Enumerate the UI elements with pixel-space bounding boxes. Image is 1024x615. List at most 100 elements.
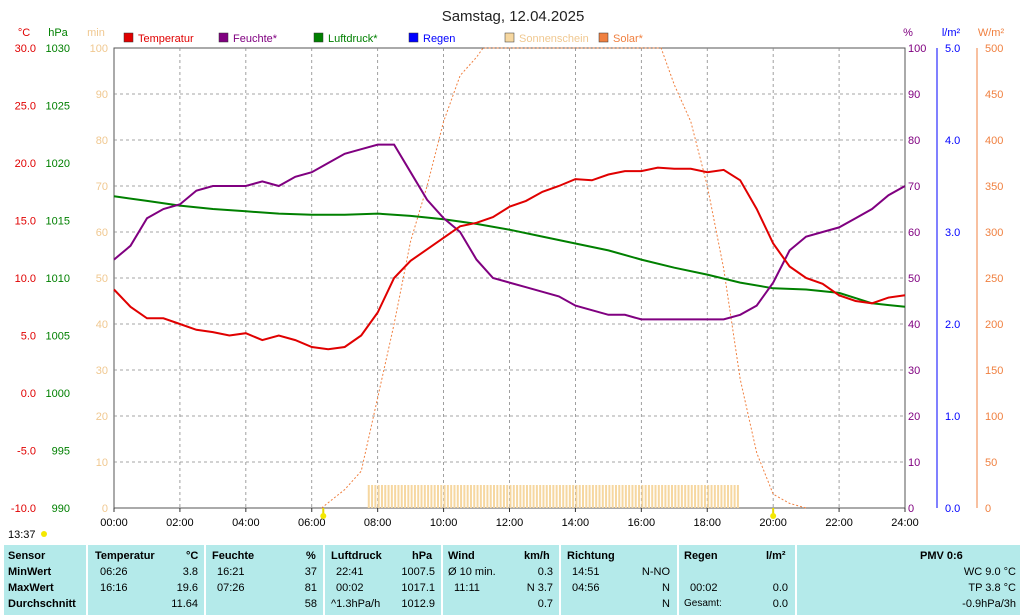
sunshine-bar bbox=[674, 485, 677, 508]
sunshine-bar bbox=[591, 485, 594, 508]
tick-humidity-8: 20 bbox=[908, 411, 920, 423]
sunshine-bar bbox=[400, 485, 403, 508]
press-trend: ^1.3hPa/h bbox=[331, 598, 381, 610]
sunshine-bar bbox=[549, 485, 552, 508]
axis-unit-humidity: % bbox=[903, 27, 913, 39]
tick-temp-2: 20.0 bbox=[15, 158, 36, 170]
sunshine-bar bbox=[440, 485, 443, 508]
max-hum: 81 bbox=[304, 582, 317, 594]
sunshine-bar bbox=[539, 485, 542, 508]
min-dir-time: 14:51 bbox=[572, 566, 600, 578]
sunshine-bar bbox=[496, 485, 499, 508]
tick-solar-2: 400 bbox=[985, 135, 1003, 147]
tick-rain-2: 3.0 bbox=[945, 227, 960, 239]
sunshine-bar bbox=[601, 485, 604, 508]
current-time: 13:37 bbox=[8, 529, 36, 541]
sunshine-bar bbox=[585, 485, 588, 508]
legend-label-1: Feuchte* bbox=[233, 33, 278, 45]
tick-minutes-8: 20 bbox=[96, 411, 108, 423]
sunshine-bar bbox=[555, 485, 558, 508]
sunshine-bar bbox=[664, 485, 667, 508]
sunshine-bar bbox=[736, 485, 739, 508]
min-label: MinWert bbox=[8, 566, 52, 578]
hdr-rain: Regen bbox=[684, 550, 718, 562]
tick-temp-5: 5.0 bbox=[21, 331, 36, 343]
sunshine-bar bbox=[489, 485, 492, 508]
max-hum-time: 07:26 bbox=[217, 582, 245, 594]
tick-solar-7: 150 bbox=[985, 365, 1003, 377]
sunshine-bar bbox=[558, 485, 561, 508]
tick-solar-6: 200 bbox=[985, 319, 1003, 331]
x-tick-11: 22:00 bbox=[825, 517, 853, 529]
min-press-time: 22:41 bbox=[336, 566, 364, 578]
max-dir-time: 04:56 bbox=[572, 582, 600, 594]
tick-minutes-0: 100 bbox=[90, 43, 108, 55]
sunshine-bar bbox=[552, 485, 555, 508]
x-tick-4: 08:00 bbox=[364, 517, 392, 529]
weather-chart: Samstag, 12.04.2025 Temperatur Feuchte* Lu… bbox=[11, 8, 1005, 529]
sunshine-bar bbox=[651, 485, 654, 508]
col-direction bbox=[561, 545, 677, 615]
sunshine-bar bbox=[371, 485, 374, 508]
tick-humidity-4: 60 bbox=[908, 227, 920, 239]
sunshine-bar bbox=[502, 485, 505, 508]
legend-swatch-0 bbox=[123, 32, 134, 43]
sunshine-bar bbox=[473, 485, 476, 508]
hdr-hum-unit: % bbox=[306, 550, 316, 562]
rain-total-label: Gesamt: bbox=[684, 598, 722, 609]
legend-swatch-3 bbox=[408, 32, 419, 43]
tick-humidity-10: 0 bbox=[908, 503, 914, 515]
sunshine-bar bbox=[588, 485, 591, 508]
hdr-wind-unit: km/h bbox=[524, 550, 550, 562]
x-tick-8: 16:00 bbox=[628, 517, 656, 529]
axis-unit-pressure: hPa bbox=[48, 27, 68, 39]
sunshine-bar bbox=[703, 485, 706, 508]
col-pmv bbox=[797, 545, 1020, 615]
axis-unit-rain: l/m² bbox=[942, 27, 961, 39]
sunshine-bar bbox=[377, 485, 380, 508]
min-hum: 37 bbox=[304, 566, 317, 578]
axis-ticks: 30.025.020.015.010.05.00.0-5.0-10.010301… bbox=[11, 43, 1003, 529]
tick-pressure-3: 1015 bbox=[46, 216, 70, 228]
rain-total: 0.0 bbox=[772, 598, 788, 610]
tick-minutes-2: 80 bbox=[96, 135, 108, 147]
x-tick-10: 20:00 bbox=[759, 517, 787, 529]
avg-hum: 58 bbox=[304, 598, 317, 610]
sunshine-bar bbox=[535, 485, 538, 508]
col-temperature bbox=[88, 545, 204, 615]
sunshine-bar bbox=[723, 485, 726, 508]
sunshine-bar bbox=[614, 485, 617, 508]
x-tick-9: 18:00 bbox=[693, 517, 721, 529]
sunshine-bar bbox=[446, 485, 449, 508]
sunshine-bar bbox=[516, 485, 519, 508]
sunshine-bar bbox=[713, 485, 716, 508]
x-tick-6: 12:00 bbox=[496, 517, 524, 529]
x-tick-2: 04:00 bbox=[232, 517, 260, 529]
sunset-dot bbox=[770, 513, 777, 519]
sunshine-bar bbox=[463, 485, 466, 508]
sunshine-bar bbox=[644, 485, 647, 508]
x-tick-5: 10:00 bbox=[430, 517, 458, 529]
sunshine-bar bbox=[542, 485, 545, 508]
axis-unit-min: min bbox=[87, 27, 105, 39]
max-rain: 0.0 bbox=[772, 582, 788, 594]
sunshine-bar bbox=[374, 485, 377, 508]
avg-temp: 11.64 bbox=[171, 598, 198, 610]
hdr-hum: Feuchte bbox=[212, 550, 255, 562]
hdr-dir: Richtung bbox=[567, 550, 615, 562]
sunshine-bar bbox=[380, 485, 383, 508]
chart-title: Samstag, 12.04.2025 bbox=[442, 8, 585, 25]
sunshine-bar bbox=[700, 485, 703, 508]
tick-temp-3: 15.0 bbox=[15, 216, 36, 228]
max-temp: 19.6 bbox=[176, 582, 198, 594]
min-temp: 3.8 bbox=[182, 566, 198, 578]
sun-icon bbox=[41, 531, 47, 537]
tick-pressure-7: 995 bbox=[52, 446, 70, 458]
sunshine-bar bbox=[680, 485, 683, 508]
sunshine-bar bbox=[397, 485, 400, 508]
series-feuchte-line bbox=[113, 143, 906, 321]
sunshine-bar bbox=[562, 485, 565, 508]
sunshine-bar bbox=[506, 485, 509, 508]
sunshine-bar bbox=[647, 485, 650, 508]
table-row-avg: Durchschnitt 11.64 58 ^1.3hPa/h 1012.9 0… bbox=[0, 598, 1024, 614]
